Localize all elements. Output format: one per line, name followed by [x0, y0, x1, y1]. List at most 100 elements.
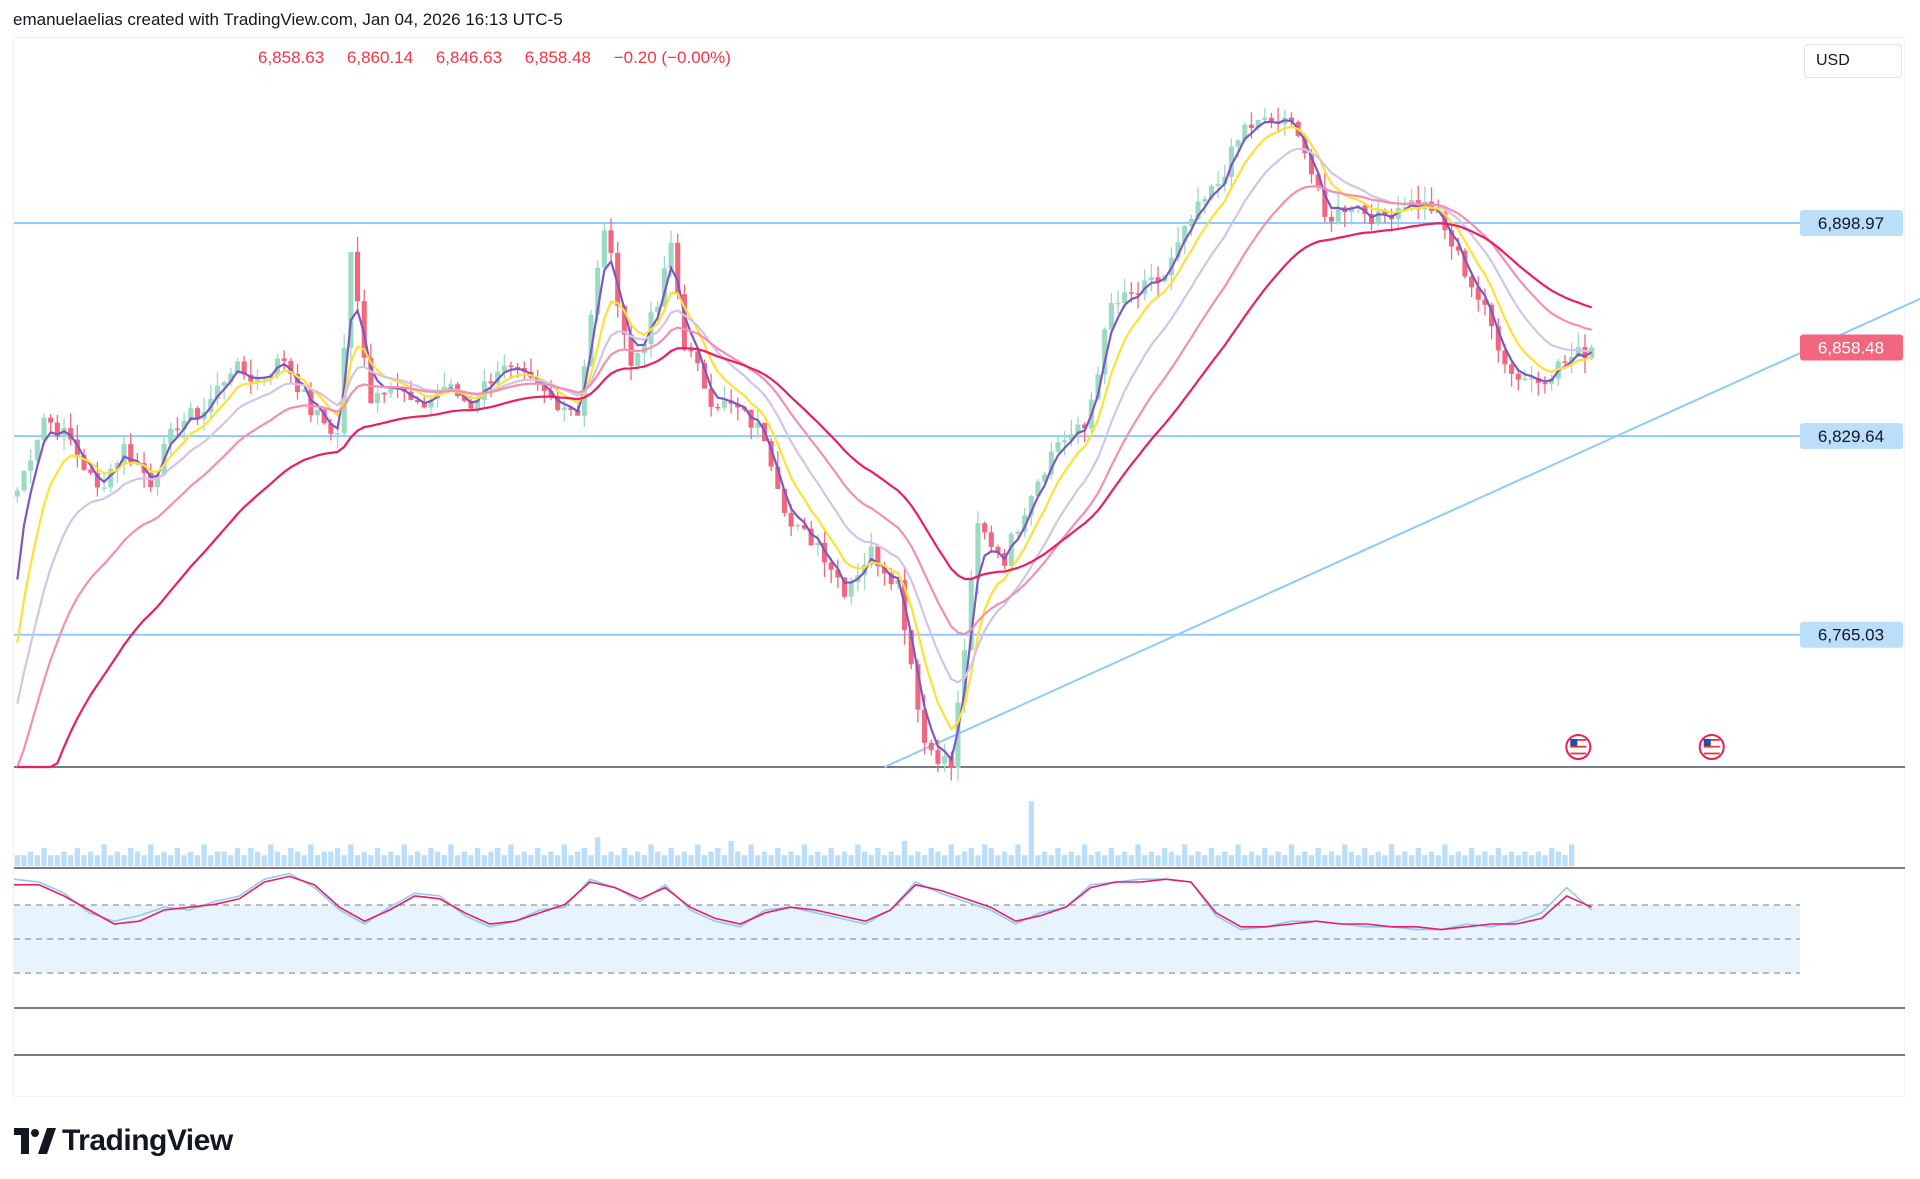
volume-bar [494, 848, 501, 866]
volume-bar [1048, 855, 1054, 866]
candle [928, 739, 934, 756]
volume-bar [168, 855, 174, 866]
candle [48, 414, 54, 434]
price-level-label: 6,898.97 [1800, 210, 1903, 237]
candle [1482, 288, 1488, 316]
volume-bar [181, 855, 187, 866]
volume-bar [815, 851, 821, 866]
volume-bar [414, 851, 421, 866]
volume-bar [1102, 855, 1108, 866]
candle [828, 557, 834, 584]
candle [1529, 365, 1535, 393]
volume-bar [948, 844, 954, 866]
volume-bar [721, 855, 728, 866]
volume-bar [1462, 855, 1468, 866]
legend-change: −0.20 (−0.00%) [613, 48, 731, 67]
volume-bar [1108, 848, 1115, 866]
volume-bar [214, 851, 221, 866]
volume-bar [1515, 855, 1521, 866]
candle [1108, 292, 1114, 333]
volume-bar [908, 855, 914, 866]
brand-name: TradingView [62, 1124, 233, 1157]
volume-bar [1528, 855, 1535, 866]
volume-bar [514, 855, 521, 866]
candle [281, 350, 287, 370]
volume-bar [368, 855, 374, 866]
volume-bar [988, 848, 994, 866]
volume-bar [341, 855, 347, 866]
volume-bar [875, 848, 881, 866]
volume-bar [521, 851, 527, 866]
volume-bar [1075, 855, 1081, 866]
volume-bar [881, 855, 888, 866]
volume-bar [288, 848, 294, 866]
volume-bar [1021, 855, 1028, 866]
volume-bar [895, 855, 901, 866]
volume-bar [1262, 848, 1268, 866]
volume-bar [661, 855, 668, 866]
candle [114, 460, 120, 484]
candle [1268, 113, 1274, 129]
candle [1082, 422, 1088, 443]
candle [301, 388, 307, 393]
candle [174, 417, 180, 438]
stoch-d-line [14, 875, 1592, 931]
volume-bar [761, 851, 768, 866]
volume-bar [1035, 855, 1041, 866]
volume-bar [995, 855, 1001, 866]
volume-bar [1322, 855, 1328, 866]
volume-bar [134, 851, 141, 866]
volume-bar [1235, 844, 1241, 866]
volume-bar [248, 848, 254, 866]
candle [1495, 318, 1501, 363]
volume-bar [354, 855, 361, 866]
volume-bar [88, 851, 94, 866]
candle [54, 415, 60, 441]
volume-bar [1335, 855, 1341, 866]
volume-bar [234, 848, 241, 866]
volume-bar [741, 855, 748, 866]
volume-bar [1475, 855, 1481, 866]
volume-bar [588, 855, 594, 866]
svg-text:6,898.97: 6,898.97 [1818, 214, 1884, 233]
candle [1415, 185, 1421, 220]
candle [1202, 195, 1208, 214]
volume-bar [221, 851, 227, 866]
volume-bar [775, 848, 781, 866]
volume-bar [1088, 855, 1095, 866]
volume-bar [1455, 851, 1461, 866]
candle [14, 487, 20, 503]
candle [495, 361, 501, 389]
volume-bar [608, 851, 614, 866]
volume-bar [541, 855, 547, 866]
candle [768, 438, 774, 472]
volume-bar [1495, 848, 1501, 866]
candle [675, 233, 681, 300]
legend-high: 6,860.14 [346, 48, 414, 67]
volume-bar [468, 855, 474, 866]
candle [695, 349, 701, 372]
volume-bar [128, 848, 134, 866]
candle [28, 449, 34, 484]
volume-bar [228, 855, 234, 866]
volume-bar [781, 855, 788, 866]
volume-bar [888, 851, 894, 866]
volume-bar [828, 848, 834, 866]
ema-fast-line [16, 119, 1593, 763]
candle [395, 373, 401, 399]
candle [128, 433, 134, 467]
volume-bar [174, 848, 181, 866]
volume-bar [555, 855, 561, 866]
candle [381, 391, 387, 404]
volume-bar [928, 848, 934, 866]
volume-bar [1168, 851, 1175, 866]
svg-text:6,858.48: 6,858.48 [1818, 338, 1884, 357]
volume-bar [454, 855, 461, 866]
candle [795, 523, 801, 531]
currency-selector[interactable]: USD [1804, 44, 1902, 78]
volume-bar [808, 855, 814, 866]
volume-bar [528, 855, 534, 866]
volume-bar [1422, 855, 1428, 866]
candle [1262, 108, 1268, 122]
